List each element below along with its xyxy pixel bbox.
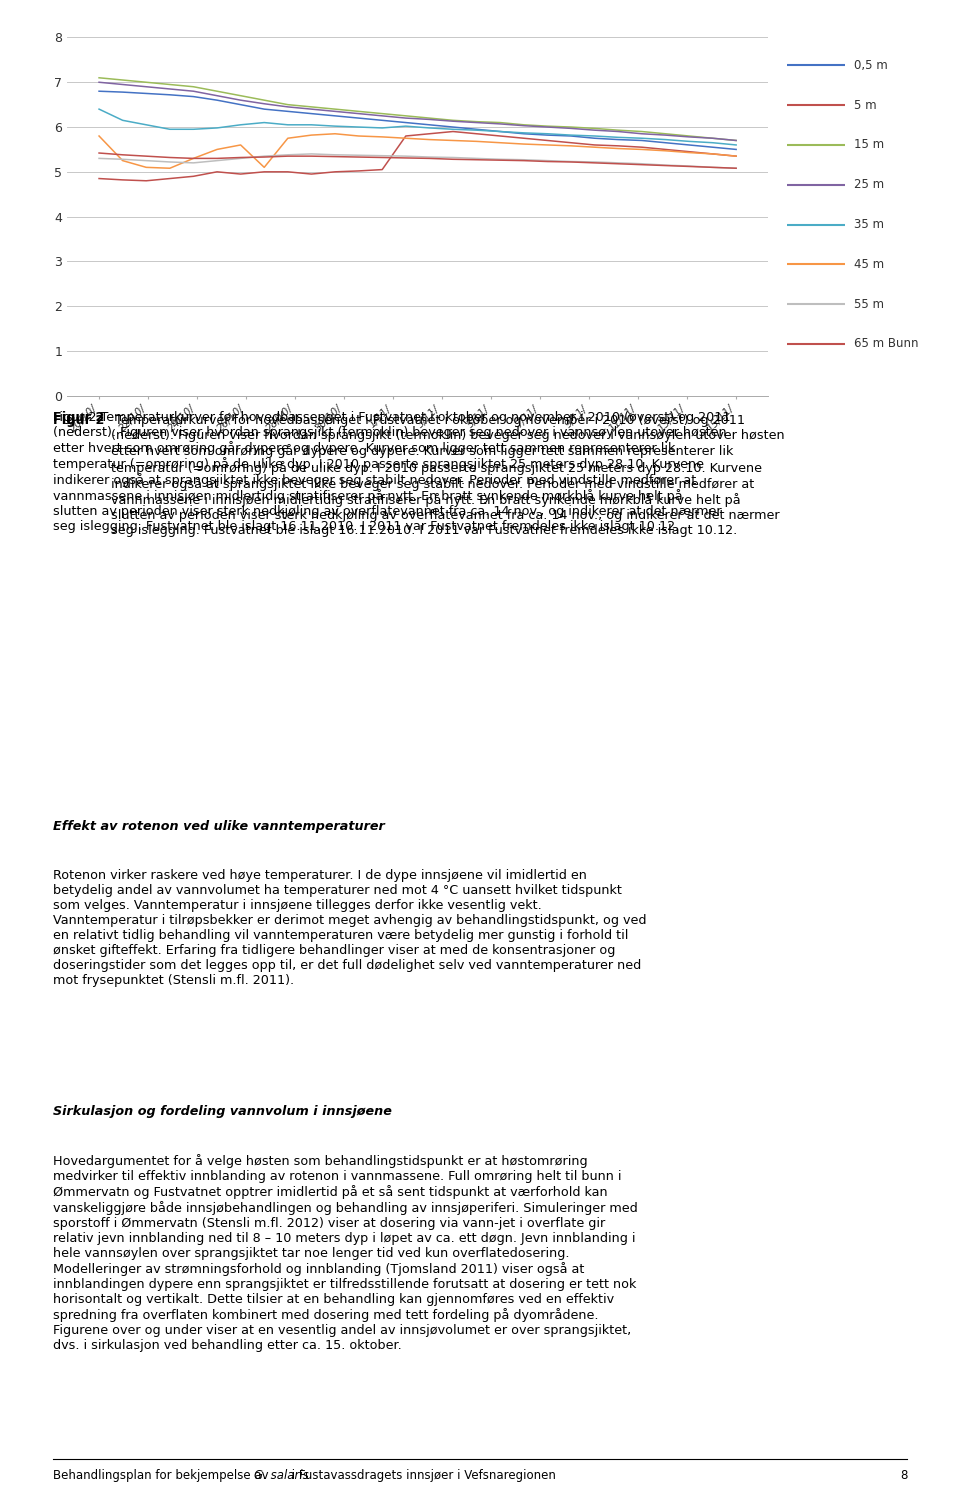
Text: 65 m Bunn: 65 m Bunn	[854, 337, 919, 351]
Text: 5 m: 5 m	[854, 99, 877, 111]
Text: i Fustavassdragets innsjøer i Vefsnaregionen: i Fustavassdragets innsjøer i Vefsnaregi…	[288, 1469, 556, 1483]
Text: 35 m: 35 m	[854, 217, 884, 231]
Text: Rotenon virker raskere ved høye temperaturer. I de dype innsjøene vil imidlertid: Rotenon virker raskere ved høye temperat…	[53, 869, 646, 986]
Text: 55 m: 55 m	[854, 298, 884, 310]
Text: Effekt av rotenon ved ulike vanntemperaturer: Effekt av rotenon ved ulike vanntemperat…	[53, 820, 385, 832]
Text: Figur 2: Figur 2	[53, 414, 105, 427]
Text: 8: 8	[900, 1469, 907, 1483]
Text: G. salaris: G. salaris	[254, 1469, 309, 1483]
Text: Hovedargumentet for å velge høsten som behandlingstidspunkt er at høstomrøring
m: Hovedargumentet for å velge høsten som b…	[53, 1154, 637, 1352]
Text: Sirkulasjon og fordeling vannvolum i innsjøene: Sirkulasjon og fordeling vannvolum i inn…	[53, 1105, 392, 1118]
Text: 15 m: 15 m	[854, 138, 884, 151]
Text: Figur 2: Figur 2	[53, 411, 105, 424]
Text: Temperaturkurver for hovedbassenget i Fustvatnet i oktober og november i 2010 (ø: Temperaturkurver for hovedbassenget i Fu…	[111, 414, 784, 537]
Text: Figur 2 Temperaturkurver for hovedbassenget i Fustvatnet i oktober og november i: Figur 2 Temperaturkurver for hovedbassen…	[53, 411, 731, 534]
Text: 25 m: 25 m	[854, 178, 884, 192]
Text: 0,5 m: 0,5 m	[854, 58, 888, 72]
Text: Behandlingsplan for bekjempelse av: Behandlingsplan for bekjempelse av	[53, 1469, 273, 1483]
Text: 45 m: 45 m	[854, 258, 884, 271]
